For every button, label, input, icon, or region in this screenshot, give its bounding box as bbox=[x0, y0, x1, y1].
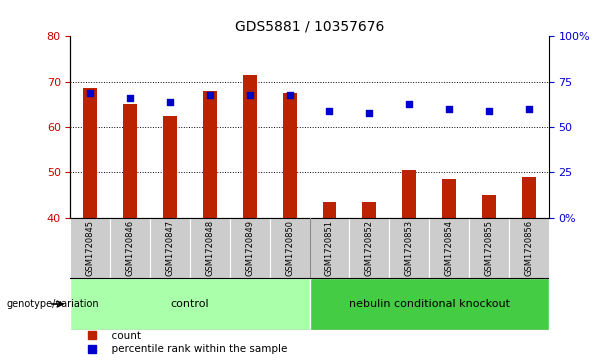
Point bbox=[205, 93, 215, 98]
Text: GSM1720854: GSM1720854 bbox=[444, 220, 454, 276]
FancyBboxPatch shape bbox=[349, 218, 389, 278]
FancyBboxPatch shape bbox=[310, 278, 549, 330]
Text: control: control bbox=[170, 299, 210, 309]
Point bbox=[484, 108, 494, 114]
Bar bbox=[163, 116, 177, 218]
FancyBboxPatch shape bbox=[469, 218, 509, 278]
FancyBboxPatch shape bbox=[389, 218, 429, 278]
Bar bbox=[243, 75, 257, 218]
Text: GSM1720851: GSM1720851 bbox=[325, 220, 334, 276]
FancyBboxPatch shape bbox=[509, 218, 549, 278]
Text: GSM1720852: GSM1720852 bbox=[365, 220, 374, 276]
Point bbox=[364, 110, 374, 116]
Text: GSM1720853: GSM1720853 bbox=[405, 220, 414, 276]
Text: GSM1720849: GSM1720849 bbox=[245, 220, 254, 276]
Title: GDS5881 / 10357676: GDS5881 / 10357676 bbox=[235, 20, 384, 34]
Bar bbox=[522, 177, 536, 218]
FancyBboxPatch shape bbox=[150, 218, 190, 278]
Text: GSM1720846: GSM1720846 bbox=[126, 220, 135, 276]
Bar bbox=[442, 179, 456, 218]
Bar bbox=[362, 202, 376, 218]
Bar bbox=[123, 104, 137, 218]
FancyBboxPatch shape bbox=[230, 218, 270, 278]
Point bbox=[284, 93, 294, 98]
Bar bbox=[203, 91, 217, 218]
Text: genotype/variation: genotype/variation bbox=[6, 299, 99, 309]
Text: GSM1720845: GSM1720845 bbox=[86, 220, 95, 276]
FancyBboxPatch shape bbox=[310, 218, 349, 278]
Text: GSM1720848: GSM1720848 bbox=[205, 220, 215, 276]
Point bbox=[166, 99, 175, 105]
Point bbox=[245, 93, 255, 98]
Bar bbox=[283, 93, 297, 218]
Bar bbox=[482, 195, 496, 218]
FancyBboxPatch shape bbox=[429, 218, 469, 278]
Text: GSM1720847: GSM1720847 bbox=[166, 220, 175, 276]
Bar bbox=[322, 202, 337, 218]
Point bbox=[86, 90, 96, 96]
Legend:   count,   percentile rank within the sample: count, percentile rank within the sample bbox=[88, 331, 287, 354]
Bar bbox=[83, 89, 97, 218]
Text: GSM1720850: GSM1720850 bbox=[285, 220, 294, 276]
FancyBboxPatch shape bbox=[190, 218, 230, 278]
Point bbox=[444, 106, 454, 112]
Text: nebulin conditional knockout: nebulin conditional knockout bbox=[349, 299, 509, 309]
FancyBboxPatch shape bbox=[70, 278, 310, 330]
Point bbox=[125, 95, 135, 101]
Point bbox=[325, 108, 335, 114]
Text: GSM1720856: GSM1720856 bbox=[524, 220, 533, 276]
FancyBboxPatch shape bbox=[70, 218, 110, 278]
FancyBboxPatch shape bbox=[270, 218, 310, 278]
Bar bbox=[402, 170, 416, 218]
Point bbox=[524, 106, 533, 112]
Text: GSM1720855: GSM1720855 bbox=[484, 220, 493, 276]
FancyBboxPatch shape bbox=[110, 218, 150, 278]
Point bbox=[405, 101, 414, 107]
